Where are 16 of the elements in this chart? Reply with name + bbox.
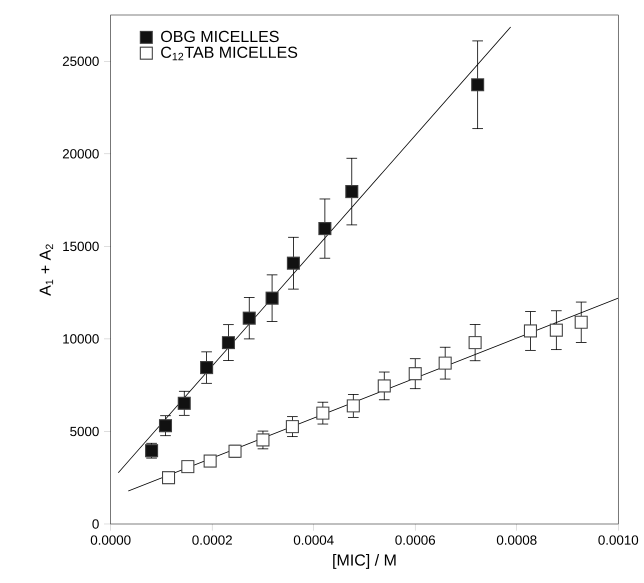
x-tick-label: 0.0000 — [90, 535, 131, 545]
x-tick-label: 0.0008 — [496, 535, 537, 545]
y-tick-label: 5000 — [70, 426, 99, 436]
x-tick-label: 0.0006 — [395, 535, 436, 545]
x-tick-label: 0.0002 — [192, 535, 232, 545]
y-tick-label: 25000 — [62, 56, 99, 66]
x-tick-label: 0.0004 — [294, 535, 334, 545]
legend-label: C$_{12}$TAB MICELLES — [161, 46, 298, 60]
y-axis-title: A$_{1}$ + A$_{2}$ — [40, 244, 54, 296]
x-axis-title: [MIC] / M — [333, 554, 396, 569]
y-tick-label: 10000 — [63, 334, 99, 344]
y-tick-label: 0 — [92, 519, 99, 529]
y-tick-label: 20000 — [62, 149, 99, 159]
x-tick-label: 0.0010 — [598, 535, 638, 545]
y-tick-label: 15000 — [63, 242, 99, 252]
legend-label: OBG MICELLES — [161, 30, 279, 42]
